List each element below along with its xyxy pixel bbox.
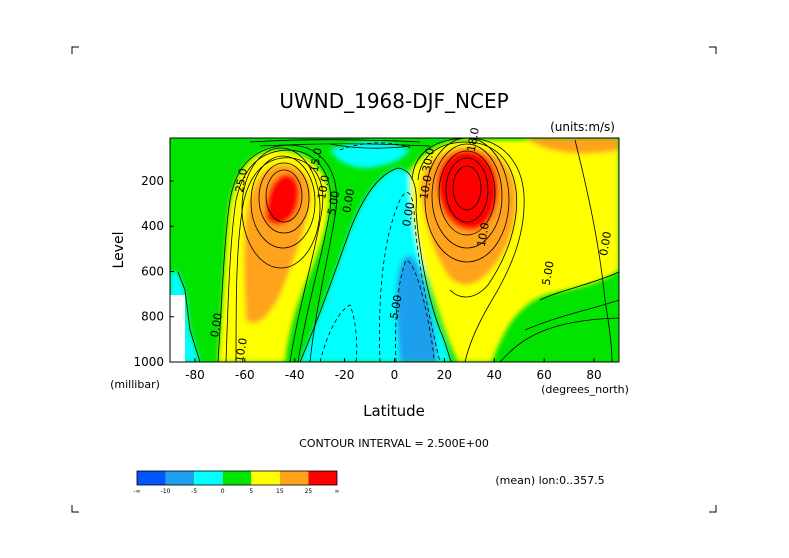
footnote: (mean) lon:0..357.5 bbox=[495, 474, 604, 487]
contour-label: 10.0 bbox=[417, 174, 434, 200]
x-tick-label: 60 bbox=[537, 368, 552, 382]
colorbar-swatch bbox=[222, 471, 252, 485]
chart-title: UWND_1968-DJF_NCEP bbox=[279, 89, 508, 113]
x-tick-label: -20 bbox=[335, 368, 355, 382]
y-tick-label: 200 bbox=[141, 174, 164, 188]
colorbar-label: -∞ bbox=[133, 488, 140, 495]
units-label: (units:m/s) bbox=[550, 120, 615, 134]
contour-label: 5.00 bbox=[540, 260, 557, 286]
x-tick-label: -40 bbox=[285, 368, 305, 382]
colorbar-swatch bbox=[251, 471, 280, 485]
corner-marks bbox=[71, 46, 717, 513]
colorbar-swatch bbox=[279, 471, 309, 485]
colorbar-label: 25 bbox=[305, 488, 313, 495]
contour-label: 0.00 bbox=[597, 231, 614, 257]
colorbar-swatch bbox=[137, 471, 166, 485]
colorbar-swatch bbox=[194, 471, 223, 485]
contour-label: 30.0 bbox=[420, 147, 437, 173]
contour-label: 10.0 bbox=[315, 174, 332, 200]
contour-label: 10.0 bbox=[233, 337, 250, 363]
colorbar-label: 5 bbox=[249, 488, 253, 495]
contour-label: 5.00 bbox=[388, 294, 405, 320]
colorbar-label: -5 bbox=[191, 488, 197, 495]
colorbar-swatch bbox=[308, 471, 337, 485]
x-axis: -80 -60 -40 -20 0 20 40 60 80 bbox=[185, 358, 602, 382]
contour-label: 0.00 bbox=[340, 188, 357, 214]
colorbar-label: -10 bbox=[161, 488, 171, 495]
contour-label: 10.0 bbox=[475, 221, 492, 247]
y-tick-label: 800 bbox=[141, 310, 164, 324]
contour-label: 5.00 bbox=[325, 190, 342, 216]
x-axis-title: Latitude bbox=[363, 402, 425, 420]
colorbar-frame bbox=[136, 470, 338, 486]
y-axis-unit: (millibar) bbox=[110, 378, 160, 391]
x-tick-label: 40 bbox=[487, 368, 502, 382]
colorbar: -∞ -10 -5 0 5 15 25 ∞ bbox=[133, 470, 340, 495]
below-ground-area bbox=[170, 295, 185, 362]
x-tick-label: 0 bbox=[391, 368, 399, 382]
x-tick-label: -80 bbox=[185, 368, 205, 382]
contour-field bbox=[170, 138, 619, 362]
equatorial-easterly-core bbox=[396, 255, 437, 362]
y-tick-label: 400 bbox=[141, 219, 164, 233]
contour-label: 0.00 bbox=[400, 201, 417, 227]
x-tick-label: 20 bbox=[437, 368, 452, 382]
x-tick-label: -60 bbox=[235, 368, 255, 382]
contour-label: 18.0 bbox=[465, 126, 482, 152]
y-axis: 200 400 600 800 1000 bbox=[133, 174, 174, 369]
contour-interval-text: CONTOUR INTERVAL = 2.500E+00 bbox=[299, 437, 489, 450]
contour-label: 15.0 bbox=[308, 147, 325, 173]
y-tick-label: 600 bbox=[141, 264, 164, 278]
y-tick-label: 1000 bbox=[133, 355, 164, 369]
contour-labels: 25.015.010.05.000.000.000.0010.05.0030.0… bbox=[208, 126, 614, 363]
x-tick-label: 80 bbox=[586, 368, 601, 382]
y-axis-title: Level bbox=[111, 232, 127, 269]
colorbar-swatch bbox=[165, 471, 195, 485]
arctic-orange-cap bbox=[525, 138, 619, 154]
southern-jet-core-red bbox=[265, 174, 300, 225]
contour-lines bbox=[177, 138, 619, 362]
x-axis-unit: (degrees_north) bbox=[541, 383, 629, 396]
colorbar-label: 0 bbox=[221, 488, 225, 495]
colorbar-label: 15 bbox=[276, 488, 284, 495]
contour-label: 0.00 bbox=[208, 312, 225, 338]
colorbar-label: ∞ bbox=[335, 488, 340, 495]
contour-label: 25.0 bbox=[233, 167, 250, 193]
